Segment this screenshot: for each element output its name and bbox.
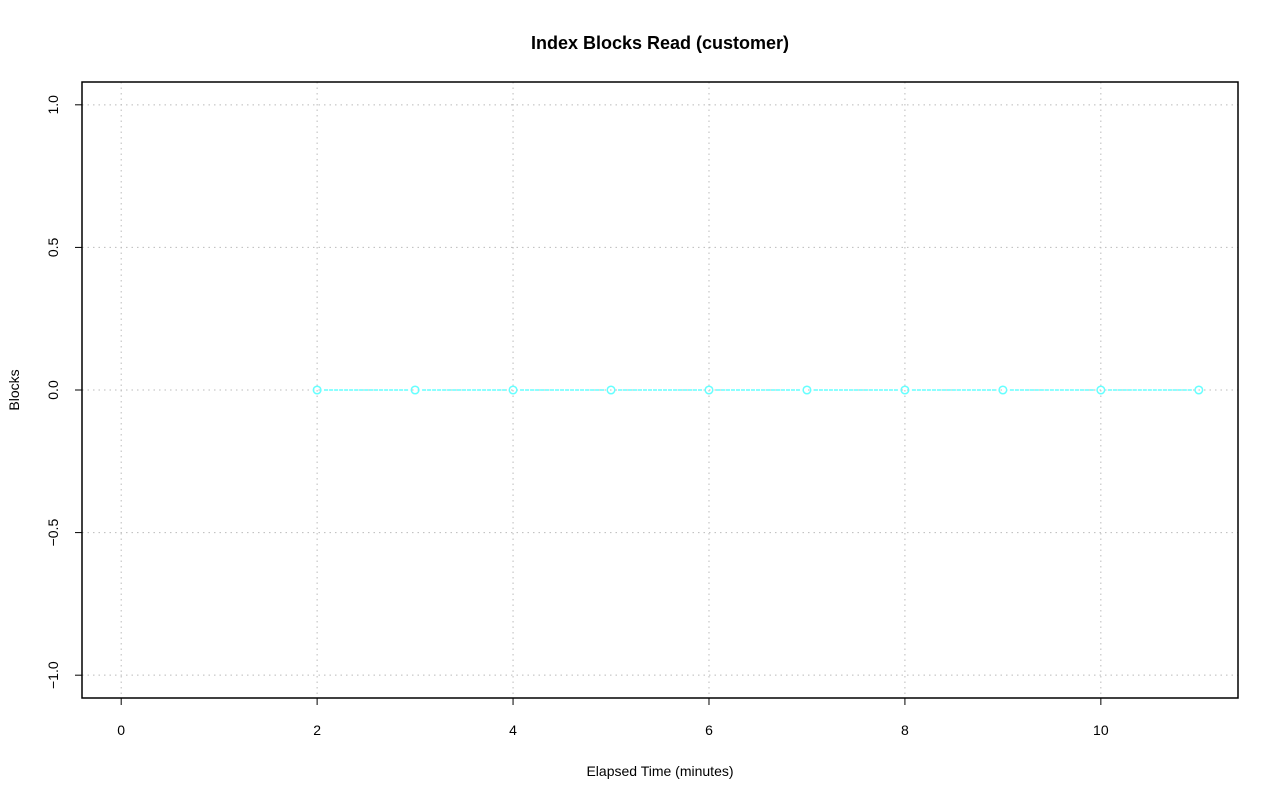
- data-point: [312, 385, 322, 395]
- x-tick-label: 4: [509, 722, 517, 738]
- data-point: [900, 385, 910, 395]
- y-tick-label: 1.0: [45, 95, 61, 115]
- x-tick-label: 0: [117, 722, 125, 738]
- data-point: [1194, 385, 1204, 395]
- y-tick-label: 0.0: [45, 380, 61, 400]
- x-tick-label: 2: [313, 722, 321, 738]
- chart-title: Index Blocks Read (customer): [531, 33, 789, 53]
- x-tick-label: 6: [705, 722, 713, 738]
- data-point: [998, 385, 1008, 395]
- y-tick-label: 0.5: [45, 237, 61, 257]
- data-point: [606, 385, 616, 395]
- data-point: [1096, 385, 1106, 395]
- axis-ticks: 0 2 4 6 8 10 −1.0 −0.5 0.0 0.5 1.0: [45, 95, 1109, 738]
- y-tick-label: −0.5: [45, 519, 61, 547]
- y-tick-label: −1.0: [45, 661, 61, 689]
- y-axis-label: Blocks: [6, 369, 22, 410]
- data-point: [802, 385, 812, 395]
- data-point: [410, 385, 420, 395]
- data-point: [508, 385, 518, 395]
- x-tick-label: 10: [1093, 722, 1109, 738]
- x-tick-label: 8: [901, 722, 909, 738]
- series: [312, 385, 1204, 395]
- x-axis-label: Elapsed Time (minutes): [586, 763, 733, 779]
- plot-frame: [81, 81, 1239, 699]
- data-point: [704, 385, 714, 395]
